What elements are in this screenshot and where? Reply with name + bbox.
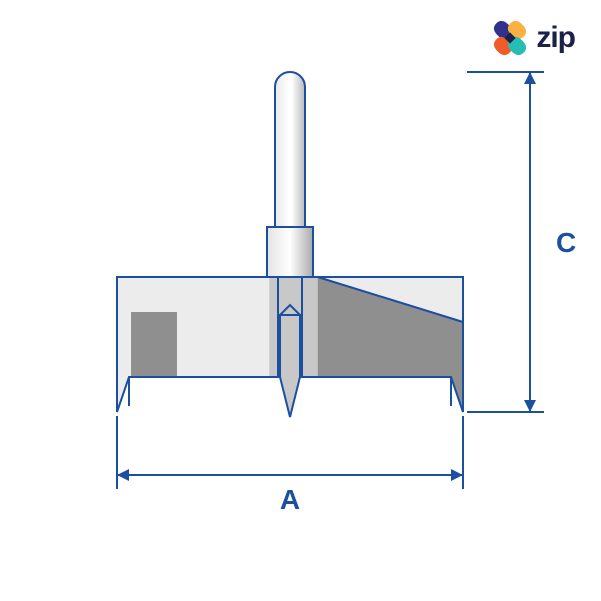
dimension-label-a: A [280, 484, 300, 515]
shaft [275, 72, 305, 227]
center-point [280, 315, 300, 417]
collar [267, 227, 313, 277]
stage: zip AC [0, 0, 601, 601]
dimension-label-c: C [556, 227, 576, 258]
drill-bit-diagram: AC [0, 0, 601, 601]
